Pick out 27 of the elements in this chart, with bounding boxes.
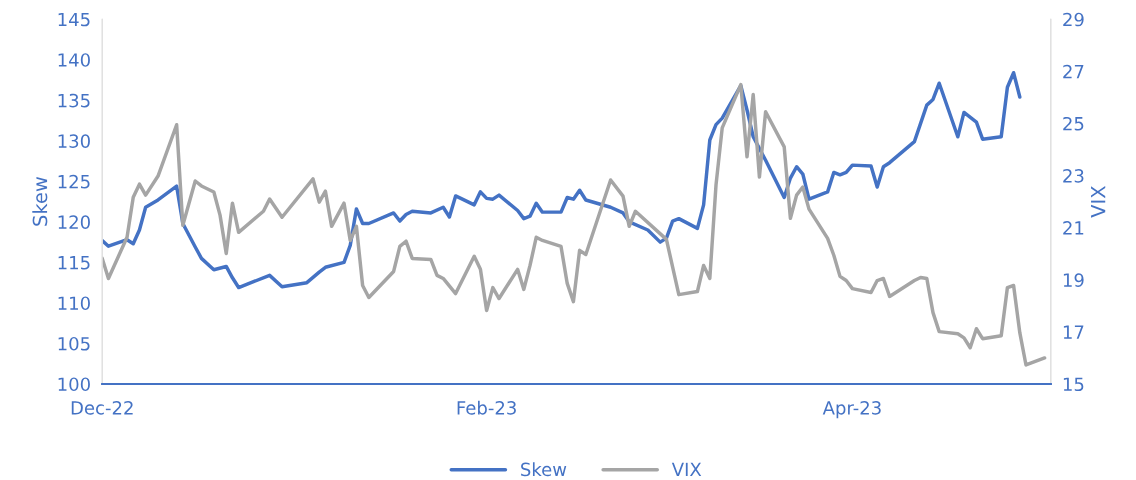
x-tick-label: Apr-23	[822, 400, 881, 419]
y-tick-label: 110	[58, 296, 90, 311]
y-tick-label: 105	[58, 336, 90, 351]
x-tick-label: Feb-23	[457, 400, 516, 415]
y-tick-label: 100	[58, 377, 90, 392]
y-tick-label: 135	[58, 93, 90, 108]
y2-tick-label: 29	[1063, 12, 1084, 27]
y2-tick-label: 21	[1063, 221, 1084, 235]
y2-tick-label: 25	[1063, 116, 1084, 131]
y2-axis-title: VIX	[1091, 186, 1106, 218]
y2-tick-label: 17	[1063, 325, 1084, 339]
y-tick-label: 145	[58, 12, 90, 27]
y-tick-label: 140	[58, 53, 90, 67]
y-tick-label: 125	[58, 174, 90, 189]
legend-label: VIX	[671, 462, 702, 476]
y2-tick-label: 19	[1063, 273, 1084, 287]
y-tick-label: 120	[58, 215, 90, 229]
y2-tick-label: 15	[1063, 377, 1084, 392]
line-series	[102, 82, 1047, 367]
y-tick-label: 130	[58, 134, 90, 148]
legend-label: Skew	[521, 462, 567, 477]
y-tick-label: 115	[58, 256, 90, 270]
y-axis-title: Skew	[32, 177, 48, 226]
line-series	[102, 70, 1022, 290]
y2-tick-label: 23	[1063, 169, 1084, 183]
y2-tick-label: 27	[1063, 64, 1084, 79]
x-tick-label: Dec-22	[71, 400, 133, 415]
